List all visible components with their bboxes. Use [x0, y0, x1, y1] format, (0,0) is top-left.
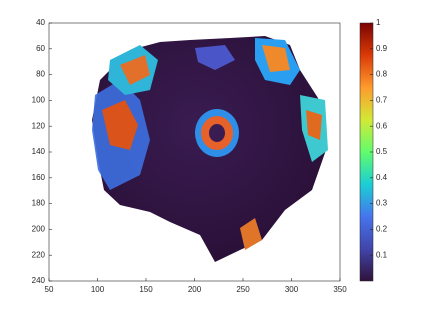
bottom-lobe	[240, 218, 262, 250]
y-tick-label: 60	[36, 44, 45, 53]
top-left-hotspot	[120, 55, 150, 85]
colorbar-tick-label: 0.5	[376, 147, 388, 156]
y-tick-label: 80	[36, 70, 45, 79]
y-tick-label: 240	[32, 276, 46, 285]
colorbar-tick-label: 0.6	[376, 121, 388, 130]
colorbar-tick-label: 1	[376, 18, 381, 27]
x-tick-label: 250	[236, 285, 250, 294]
y-tick-label: 180	[32, 199, 46, 208]
top-lobe	[195, 45, 235, 70]
y-tick-label: 220	[32, 250, 46, 259]
y-tick-label: 200	[32, 225, 46, 234]
colorbar-tick-label: 0.8	[376, 70, 388, 79]
colorbar-tick-label: 0.2	[376, 225, 388, 234]
colorbar-tick-label: 0.3	[376, 199, 388, 208]
y-tick-label: 160	[32, 173, 46, 182]
right-hotspot	[306, 110, 322, 140]
rendered-object	[92, 36, 328, 262]
x-tick-label: 150	[139, 285, 153, 294]
x-tick-label: 200	[188, 285, 202, 294]
center-core	[209, 124, 225, 142]
colorbar-tick-label: 0.7	[376, 96, 388, 105]
y-tick-label: 40	[36, 18, 45, 27]
colorbar-tick-label: 0.1	[376, 250, 388, 259]
colorbar-tick-label: 0.4	[376, 173, 388, 182]
y-tick-label: 120	[32, 121, 46, 130]
left-hotspot	[102, 100, 138, 150]
x-tick-label: 100	[91, 285, 105, 294]
y-tick-label: 140	[32, 147, 46, 156]
x-tick-label: 350	[333, 285, 347, 294]
top-right-hotspot	[262, 45, 290, 72]
x-tick-label: 300	[285, 285, 299, 294]
x-tick-label: 50	[45, 285, 54, 294]
y-tick-label: 100	[32, 96, 46, 105]
colorbar-tick-label: 0.9	[376, 44, 388, 53]
